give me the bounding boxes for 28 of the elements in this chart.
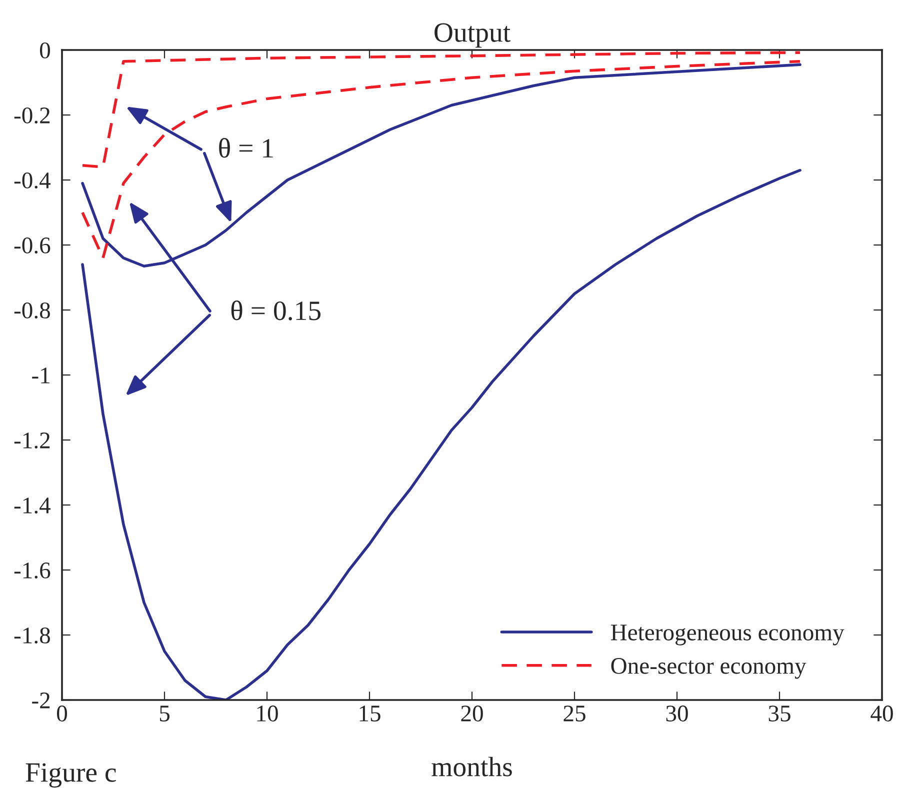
text: Figure c	[26, 763, 116, 788]
y-tick-label: -1.6	[14, 562, 50, 579]
x-tick-label: 20	[461, 706, 483, 722]
x-tick-label: 0	[56, 706, 68, 722]
x-tick-label: 35	[768, 706, 790, 722]
y-tick-label: -1.4	[14, 498, 51, 514]
y-tick-label: -0.6	[14, 237, 50, 254]
line-series	[81, 51, 802, 168]
x-tick-label: 10	[257, 706, 278, 722]
chart-title: Output	[434, 23, 510, 48]
x-axis-title: months	[432, 756, 512, 776]
x-tick-label: 30	[666, 706, 688, 722]
x-tick-label: 5	[160, 706, 170, 722]
x-tick-label: 40	[870, 706, 893, 722]
legend-label: One-sector economy	[611, 658, 806, 679]
y-tick-label: -0.2	[14, 107, 50, 124]
y-tick-label: -1.8	[14, 627, 50, 644]
annotation: θ = 1	[219, 138, 273, 158]
y-tick-label: -0.4	[14, 172, 51, 189]
x-tick-label: 25	[564, 706, 586, 722]
y-tick-label: -1	[32, 368, 50, 384]
y-tick-label: 0	[40, 42, 50, 58]
y-tick-label: -1.2	[14, 432, 50, 449]
x-tick-label: 15	[360, 706, 380, 722]
legend-label: Heterogeneous economy	[610, 624, 844, 646]
y-tick-label: -2	[32, 692, 50, 708]
y-tick-label: -0.8	[14, 302, 50, 319]
annotation: θ = 0.15	[231, 300, 320, 320]
